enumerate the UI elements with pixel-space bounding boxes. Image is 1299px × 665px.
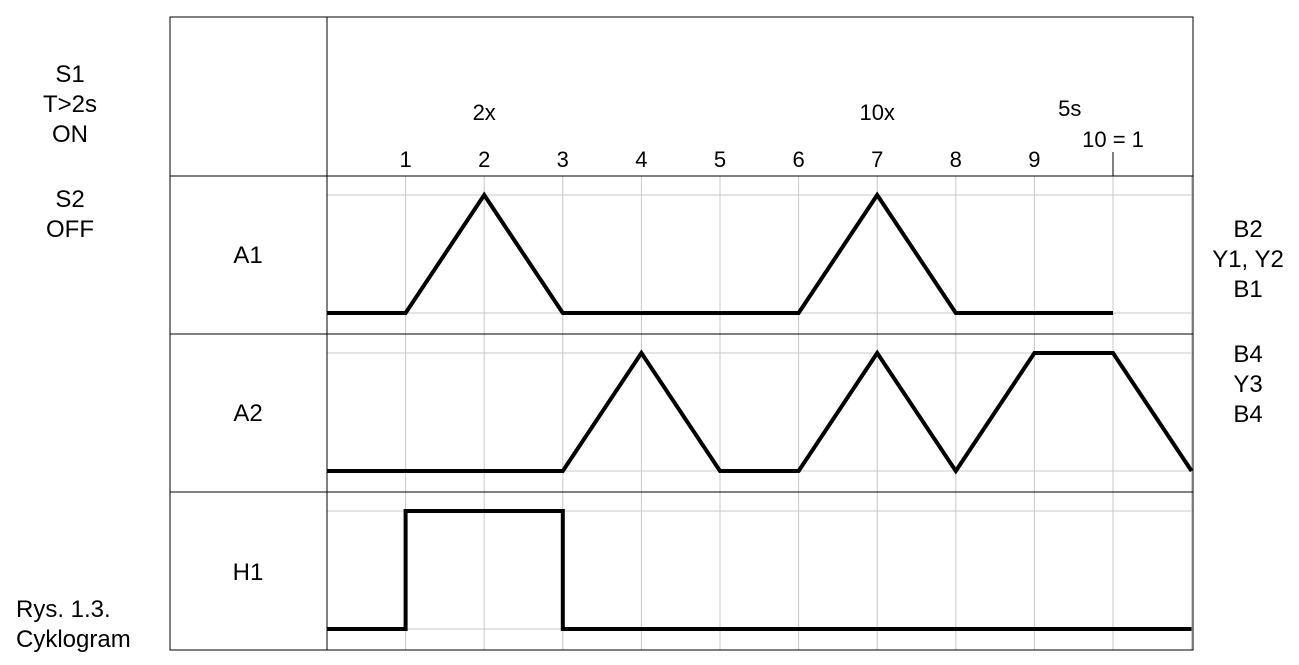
step-label: 4	[635, 147, 647, 172]
waveform-a2	[327, 349, 1194, 475]
waveform-a1	[327, 191, 1113, 315]
waveform-h1	[327, 509, 1192, 631]
step-annotation: 10x	[859, 100, 894, 125]
a2-right-label-mid: Y3	[1233, 371, 1262, 398]
step-label: 6	[792, 147, 804, 172]
s1-state: ON	[52, 121, 88, 148]
figure-caption-title: Cyklogram	[16, 626, 131, 653]
step-annotation: 5s	[1058, 96, 1081, 121]
row-label-a1: A1	[233, 242, 262, 269]
s2-label: S2	[55, 186, 84, 213]
step-label: 3	[557, 147, 569, 172]
s1-condition: T>2s	[43, 91, 97, 118]
waveforms	[327, 191, 1194, 631]
step-number-labels: 1 2 3 4 5 6 7 8 9 10 = 1	[399, 127, 1143, 172]
row-label-h1: H1	[233, 559, 264, 586]
step-label: 7	[871, 147, 883, 172]
step-annotations: 2x 10x 5s	[473, 96, 1082, 125]
s1-label: S1	[55, 61, 84, 88]
step-label: 2	[478, 147, 490, 172]
a1-right-label-mid: Y1, Y2	[1212, 246, 1284, 273]
step-label: 5	[714, 147, 726, 172]
a1-right-label-top: B2	[1233, 216, 1262, 243]
step-annotation: 2x	[473, 100, 496, 125]
grid-lines	[327, 176, 1193, 650]
a1-right-label-bottom: B1	[1233, 276, 1262, 303]
a2-right-label-bottom: B4	[1233, 401, 1262, 428]
step-label: 9	[1028, 147, 1040, 172]
end-step-label: 10 = 1	[1082, 127, 1144, 152]
step-label: 1	[399, 147, 411, 172]
row-label-a2: A2	[233, 400, 262, 427]
a2-right-label-top: B4	[1233, 341, 1262, 368]
table-frame	[169, 16, 1194, 651]
figure-caption-number: Rys. 1.3.	[16, 596, 111, 623]
step-label: 8	[950, 147, 962, 172]
s2-state: OFF	[46, 216, 94, 243]
